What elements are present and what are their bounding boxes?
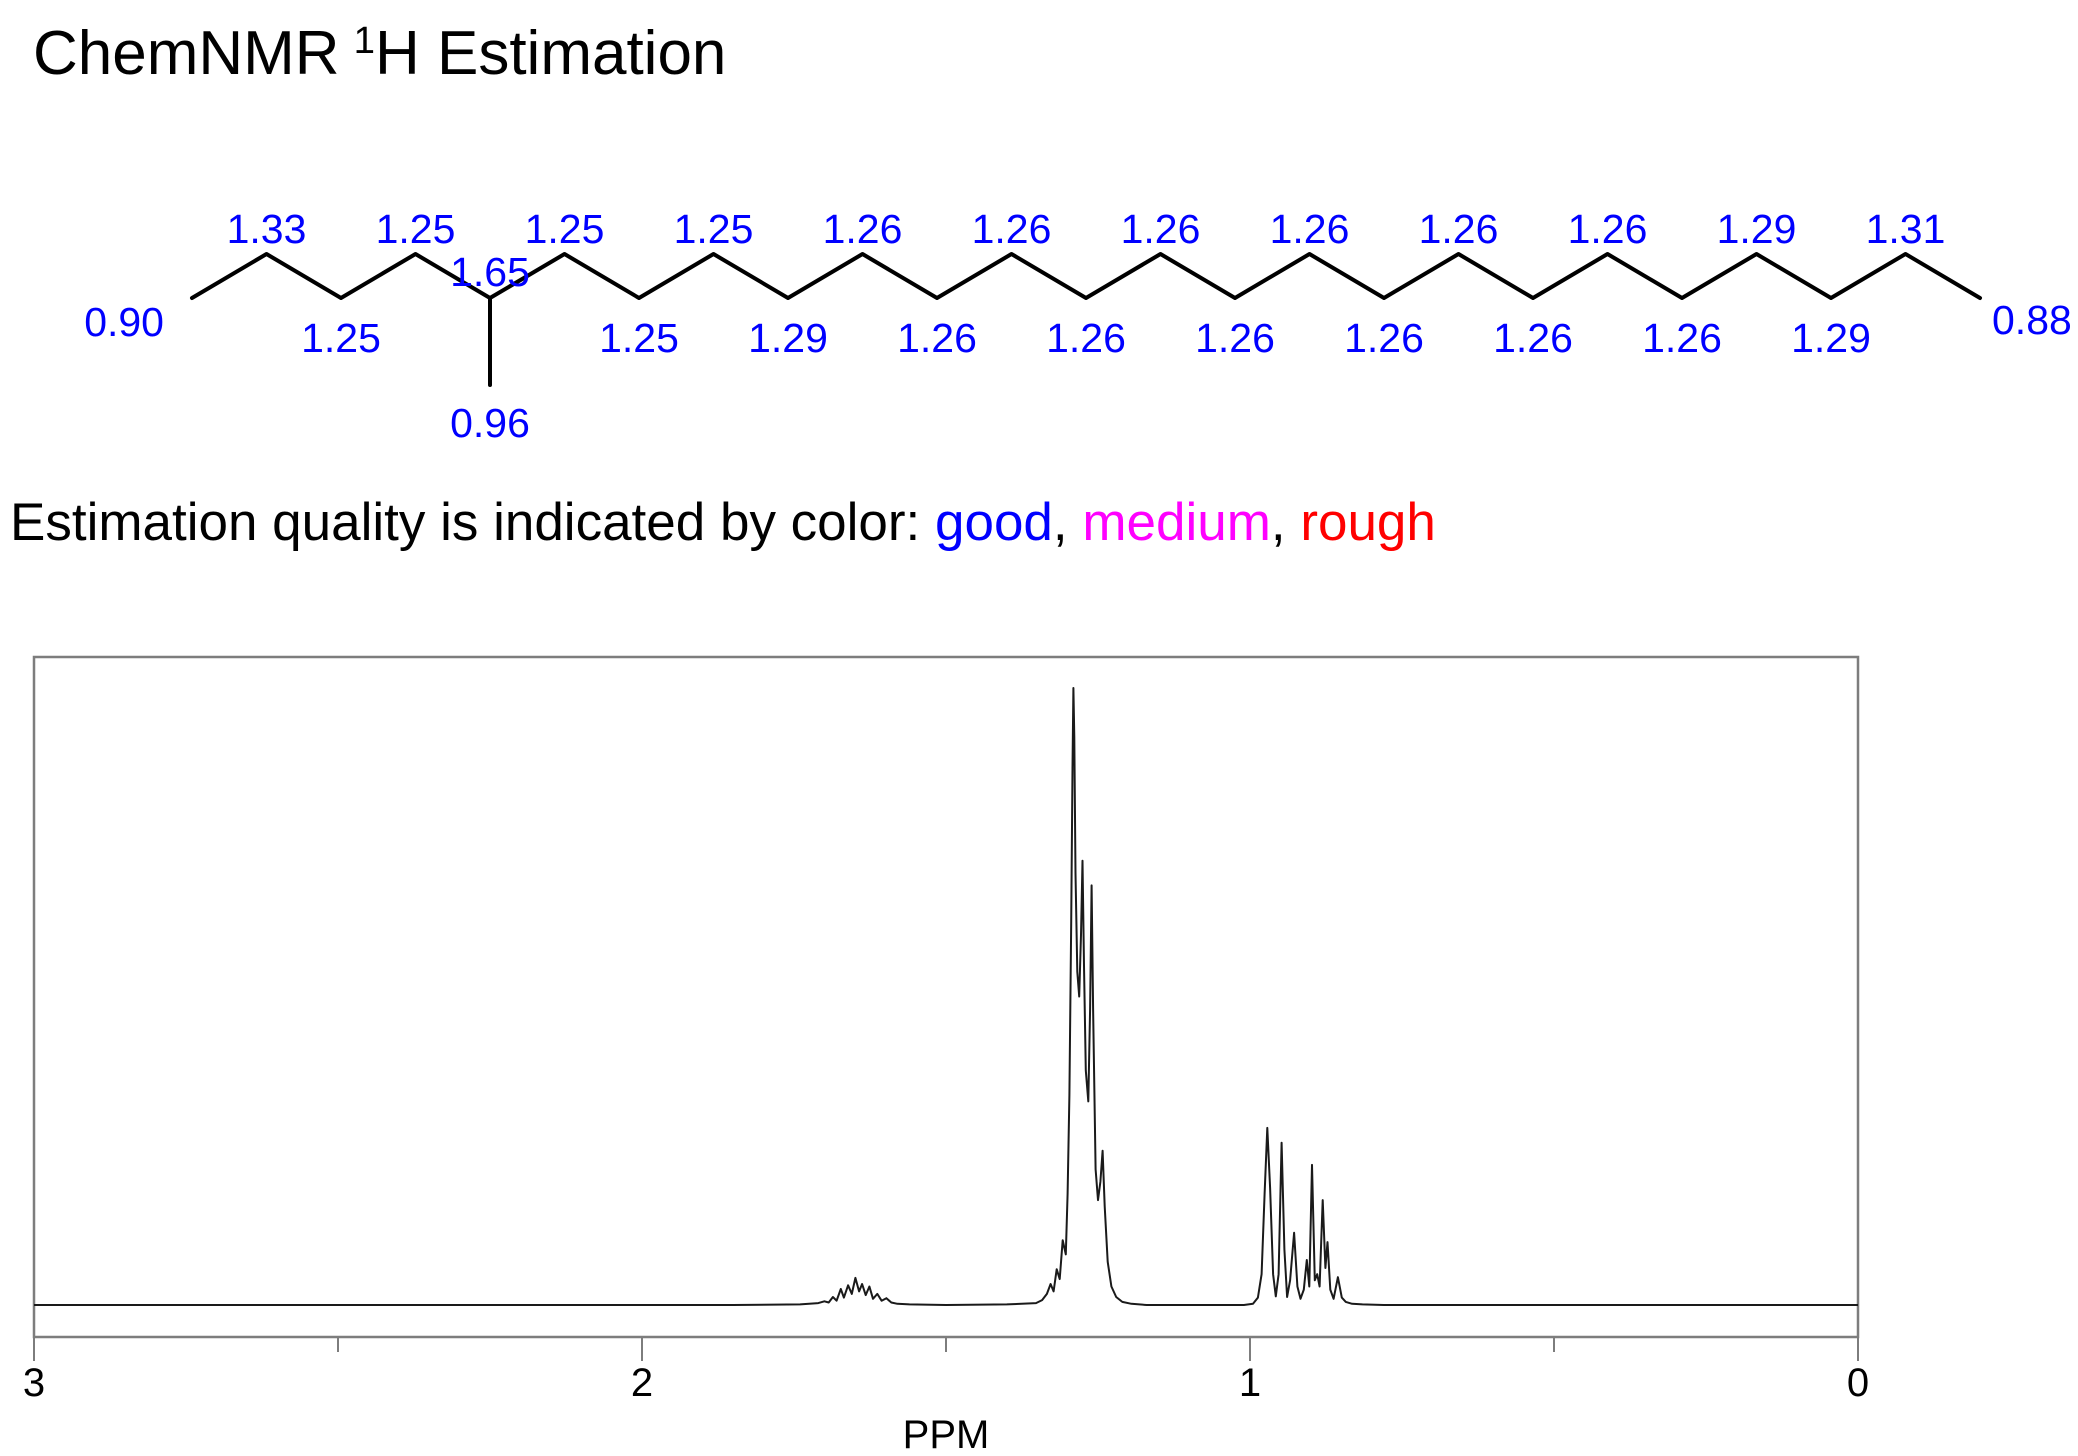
title-app-name: ChemNMR [33,19,340,88]
chemical-shift-label: 1.26 [1195,315,1275,361]
x-tick-label: 0 [1847,1361,1869,1405]
quality-medium-label: medium [1082,493,1271,552]
chemical-shift-label: 1.26 [1642,315,1722,361]
x-tick-label: 3 [23,1361,45,1405]
chemical-shift-label: 1.26 [897,315,977,361]
x-tick-label: 1 [1239,1361,1261,1405]
x-tick-label: 2 [631,1361,653,1405]
chemical-shift-label: 1.25 [674,206,754,252]
chemical-shift-label: 0.90 [84,299,164,345]
page-title: ChemNMR 1H Estimation [33,18,726,89]
spectrum-plot: 3 2 1 0 [23,655,1869,1405]
chemical-shift-label: 1.29 [748,315,828,361]
chemical-shift-label: 1.33 [227,206,307,252]
quality-good-label: good [935,493,1053,552]
chemical-shift-label: 1.26 [1419,206,1499,252]
chemical-shift-label: 1.26 [1568,206,1648,252]
plot-frame [32,655,1860,1339]
chemical-shift-label: 1.26 [1121,206,1201,252]
chemical-shift-label: 0.88 [1992,297,2072,343]
chemical-shift-label: 1.26 [1270,206,1350,252]
quality-comma-2: , [1270,493,1301,552]
chemical-shift-label: 1.26 [1046,315,1126,361]
chemical-shift-label: 1.26 [1344,315,1424,361]
chemical-shift-label: 1.25 [301,315,381,361]
x-axis-title: PPM [903,1413,990,1456]
chemical-shift-label: 1.26 [823,206,903,252]
chemical-shift-label: 1.25 [376,206,456,252]
chemical-shift-label: 1.25 [525,206,605,252]
title-rest: H Estimation [374,19,727,88]
chemical-shift-label: 0.96 [450,400,530,446]
chemical-shift-label: 1.29 [1717,206,1797,252]
chemical-shift-label: 1.29 [1791,315,1871,361]
nmr-spectrum-trace [34,687,1858,1306]
quality-legend: Estimation quality is indicated by color… [10,492,1436,553]
title-isotope-superscript: 1 [353,18,375,62]
chemical-shift-label: 1.31 [1866,206,1946,252]
quality-rough-label: rough [1300,493,1436,552]
chemical-shift-label: 1.26 [1493,315,1573,361]
chemical-shift-label: 1.25 [599,315,679,361]
quality-legend-text: Estimation quality is indicated by color… [10,493,935,552]
quality-comma-1: , [1052,493,1083,552]
molecule-structure: 1.33 1.25 1.25 1.25 1.26 1.26 1.26 1.26 1.26 1.26… [84,206,2072,446]
chemical-shift-label: 1.26 [972,206,1052,252]
chemical-shift-label: 1.65 [450,249,530,295]
